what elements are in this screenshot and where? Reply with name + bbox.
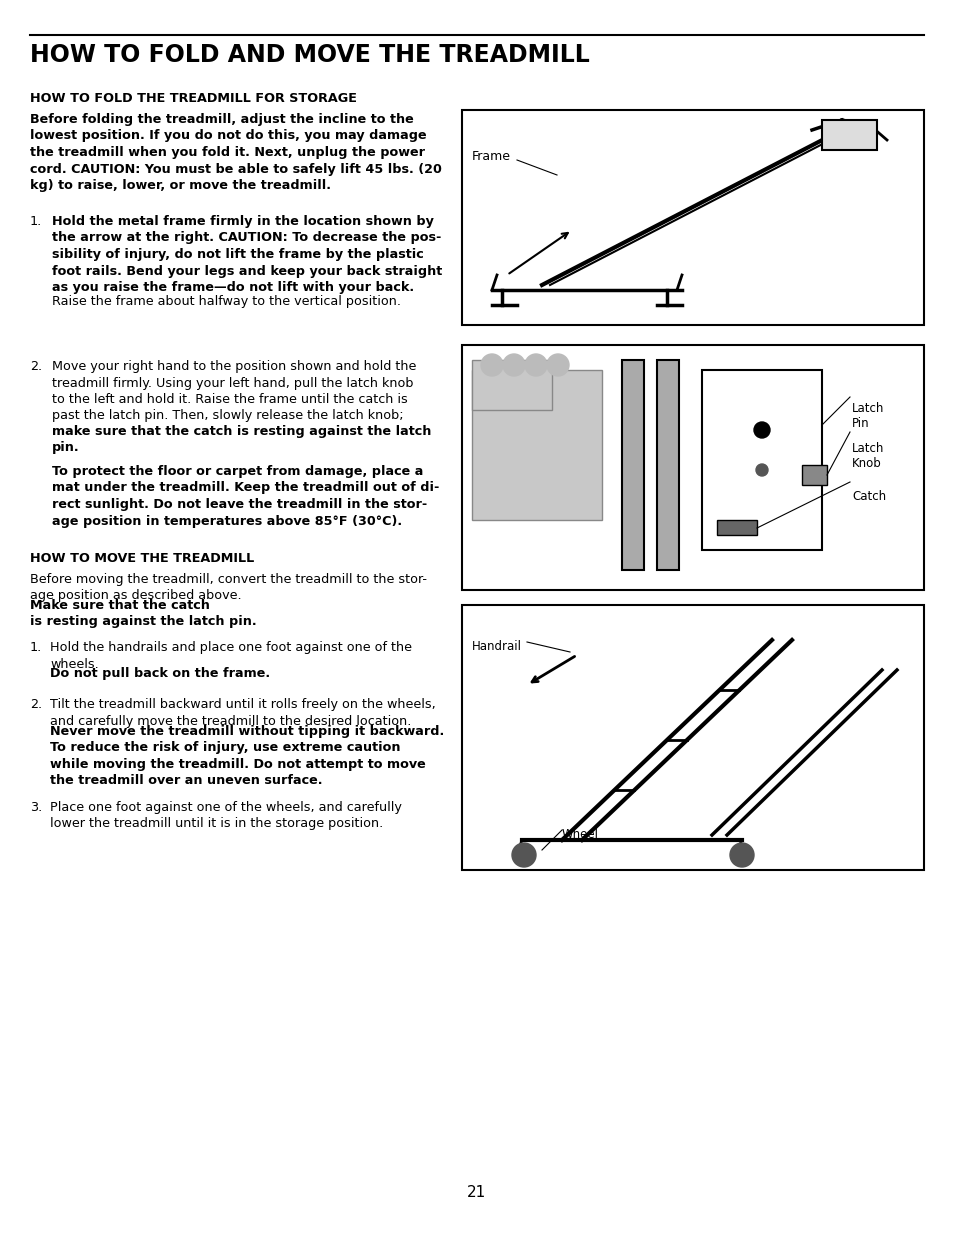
Text: Raise the frame about halfway to the vertical position.: Raise the frame about halfway to the ver…	[52, 295, 400, 308]
Text: 3.: 3.	[30, 802, 42, 814]
Bar	[657, 359, 679, 571]
Text: Before folding the treadmill, adjust the incline to the
lowest position. If you : Before folding the treadmill, adjust the…	[30, 112, 441, 191]
Text: Place one foot against one of the wheels, and carefully
lower the treadmill unti: Place one foot against one of the wheels…	[50, 802, 401, 830]
Circle shape	[729, 844, 753, 867]
Circle shape	[502, 354, 524, 375]
Circle shape	[480, 354, 502, 375]
Text: Latch
Pin: Latch Pin	[851, 403, 883, 430]
Text: Hold the metal frame firmly in the location shown by
the arrow at the right. CAU: Hold the metal frame firmly in the locat…	[52, 215, 442, 294]
Bar	[472, 370, 601, 520]
Bar	[461, 345, 923, 590]
Text: 2.: 2.	[30, 698, 42, 711]
Text: Handrail: Handrail	[472, 640, 521, 653]
Bar	[621, 359, 643, 571]
Circle shape	[524, 354, 546, 375]
Text: Move your right hand to the position shown and hold the
treadmill firmly. Using : Move your right hand to the position sho…	[52, 359, 416, 422]
Text: 1.: 1.	[30, 215, 42, 228]
Bar	[821, 120, 876, 149]
Circle shape	[512, 844, 536, 867]
Text: Tilt the treadmill backward until it rolls freely on the wheels,
and carefully m: Tilt the treadmill backward until it rol…	[50, 698, 436, 727]
Circle shape	[546, 354, 568, 375]
Text: HOW TO FOLD THE TREADMILL FOR STORAGE: HOW TO FOLD THE TREADMILL FOR STORAGE	[30, 91, 356, 105]
Text: Latch
Knob: Latch Knob	[851, 442, 883, 471]
Text: Before moving the treadmill, convert the treadmill to the stor-
age position as : Before moving the treadmill, convert the…	[30, 573, 427, 603]
Text: Frame: Frame	[472, 149, 511, 163]
Text: HOW TO MOVE THE TREADMILL: HOW TO MOVE THE TREADMILL	[30, 552, 254, 564]
Text: make sure that the catch is resting against the latch
pin.: make sure that the catch is resting agai…	[52, 425, 431, 454]
Text: Do not pull back on the frame.: Do not pull back on the frame.	[50, 667, 270, 680]
Bar	[701, 370, 821, 550]
Text: HOW TO FOLD AND MOVE THE TREADMILL: HOW TO FOLD AND MOVE THE TREADMILL	[30, 43, 589, 67]
Text: Never move the treadmill without tipping it backward.
To reduce the risk of inju: Never move the treadmill without tipping…	[50, 725, 444, 788]
Bar	[801, 466, 826, 485]
Text: 1.: 1.	[30, 641, 42, 655]
Bar	[461, 605, 923, 869]
Text: Wheel: Wheel	[561, 827, 598, 841]
Bar	[461, 110, 923, 325]
Text: 21: 21	[467, 1186, 486, 1200]
Text: To protect the floor or carpet from damage, place a
mat under the treadmill. Kee: To protect the floor or carpet from dama…	[52, 466, 439, 527]
Bar	[472, 359, 552, 410]
Text: 2.: 2.	[30, 359, 42, 373]
Text: Make sure that the catch
is resting against the latch pin.: Make sure that the catch is resting agai…	[30, 599, 256, 629]
Circle shape	[755, 464, 767, 475]
Bar	[717, 520, 757, 535]
Text: Catch: Catch	[851, 490, 885, 503]
Text: Hold the handrails and place one foot against one of the
wheels.: Hold the handrails and place one foot ag…	[50, 641, 412, 671]
Circle shape	[753, 422, 769, 438]
